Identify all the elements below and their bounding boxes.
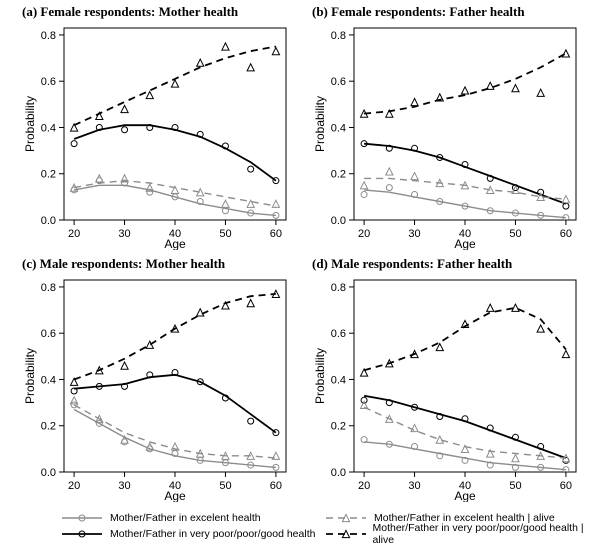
- svg-text:0.8: 0.8: [331, 30, 346, 42]
- svg-text:0.4: 0.4: [331, 122, 346, 134]
- svg-text:0.0: 0.0: [41, 215, 56, 227]
- panel-title-d: (d) Male respondents: Father health: [312, 256, 512, 272]
- svg-text:0.4: 0.4: [41, 122, 56, 134]
- svg-text:Age: Age: [454, 237, 476, 250]
- svg-text:0.6: 0.6: [331, 328, 346, 340]
- svg-text:0.0: 0.0: [41, 467, 56, 479]
- svg-text:0.2: 0.2: [331, 169, 346, 181]
- legend-left: Mother/Father in excelent health Mother/…: [60, 510, 315, 542]
- legend-row: Mother/Father in very poor/poor/good hea…: [60, 526, 315, 542]
- svg-text:0.2: 0.2: [331, 421, 346, 433]
- legend-label: Mother/Father in very poor/poor/good hea…: [110, 528, 315, 540]
- legend-right: Mother/Father in excelent health | alive…: [324, 510, 600, 542]
- svg-text:20: 20: [358, 228, 370, 240]
- svg-text:30: 30: [118, 480, 130, 492]
- svg-text:0.8: 0.8: [41, 30, 56, 42]
- svg-text:Probability: Probability: [23, 348, 37, 404]
- svg-text:50: 50: [509, 480, 521, 492]
- svg-text:20: 20: [68, 480, 80, 492]
- legend-swatch: [324, 510, 368, 526]
- svg-text:60: 60: [560, 480, 572, 492]
- svg-text:30: 30: [408, 228, 420, 240]
- legend-swatch: [60, 510, 104, 526]
- svg-text:0.8: 0.8: [41, 282, 56, 294]
- svg-text:50: 50: [219, 228, 231, 240]
- svg-text:Age: Age: [164, 489, 186, 502]
- panel-c: 0.00.20.40.60.82030405060AgeProbability: [22, 274, 294, 507]
- svg-text:0.2: 0.2: [41, 421, 56, 433]
- figure: (a) Female respondents: Mother health 0.0…: [0, 0, 600, 558]
- svg-text:20: 20: [68, 228, 80, 240]
- legend-label: Mother/Father in excelent health: [110, 512, 261, 524]
- svg-text:0.8: 0.8: [331, 282, 346, 294]
- svg-text:0.4: 0.4: [41, 374, 56, 386]
- svg-text:60: 60: [270, 480, 282, 492]
- svg-text:0.6: 0.6: [331, 76, 346, 88]
- svg-text:60: 60: [270, 228, 282, 240]
- svg-text:Probability: Probability: [313, 348, 327, 404]
- legend-swatch: [324, 526, 366, 542]
- panel-d: 0.00.20.40.60.82030405060AgeProbability: [312, 274, 584, 507]
- svg-text:Probability: Probability: [313, 96, 327, 152]
- panel-title-b: (b) Female respondents: Father health: [312, 4, 525, 20]
- svg-text:30: 30: [408, 480, 420, 492]
- panel-b: 0.00.20.40.60.82030405060AgeProbability: [312, 22, 584, 255]
- svg-text:0.6: 0.6: [41, 76, 56, 88]
- legend-row: Mother/Father in excelent health: [60, 510, 315, 526]
- svg-text:0.6: 0.6: [41, 328, 56, 340]
- svg-text:0.2: 0.2: [41, 169, 56, 181]
- svg-text:30: 30: [118, 228, 130, 240]
- panel-title-c: (c) Male respondents: Mother health: [22, 256, 225, 272]
- svg-text:50: 50: [509, 228, 521, 240]
- svg-text:0.0: 0.0: [331, 215, 346, 227]
- legend-swatch: [60, 526, 104, 542]
- legend-row: Mother/Father in very poor/poor/good hea…: [324, 526, 600, 542]
- svg-text:Age: Age: [454, 489, 476, 502]
- svg-text:Age: Age: [164, 237, 186, 250]
- svg-text:60: 60: [560, 228, 572, 240]
- svg-text:50: 50: [219, 480, 231, 492]
- svg-text:0.4: 0.4: [331, 374, 346, 386]
- svg-text:0.0: 0.0: [331, 467, 346, 479]
- svg-text:20: 20: [358, 480, 370, 492]
- panel-a: 0.00.20.40.60.82030405060AgeProbability: [22, 22, 294, 255]
- svg-text:Probability: Probability: [23, 96, 37, 152]
- legend-label: Mother/Father in very poor/poor/good hea…: [372, 522, 600, 546]
- panel-title-a: (a) Female respondents: Mother health: [22, 4, 238, 20]
